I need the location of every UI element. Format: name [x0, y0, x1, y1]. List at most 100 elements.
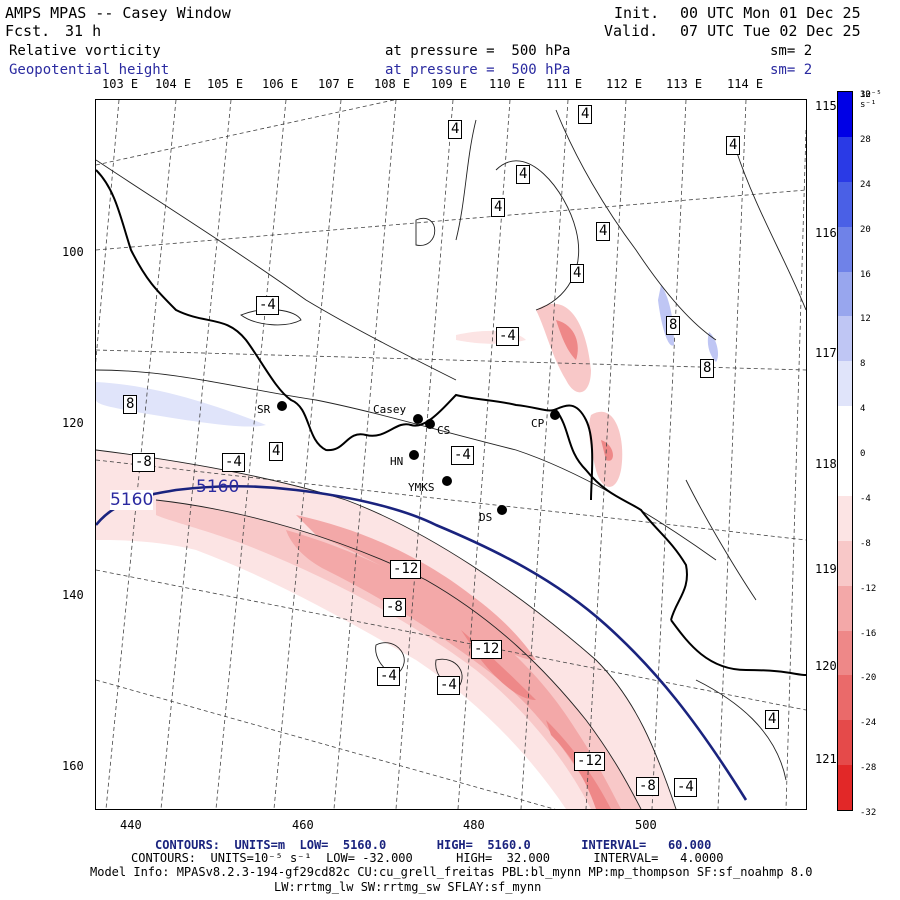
model-info: Model Info: MPASv8.2.3-194-gf29cd82c CU:…	[90, 865, 813, 879]
colorbar-tick-label: -8	[860, 538, 871, 549]
contour-label: -12	[574, 752, 606, 771]
contour-label: 8	[700, 359, 715, 378]
lon-label: 103 E	[102, 77, 139, 91]
contour-label: -12	[471, 640, 503, 659]
valid-label: Valid.	[604, 22, 659, 40]
contour-label: -4	[222, 453, 245, 472]
station-marker-cp	[550, 410, 560, 420]
station-marker-casey	[413, 414, 423, 424]
station-label: Casey	[373, 403, 407, 416]
contour-label: 8	[666, 316, 681, 335]
contour-label: -4	[496, 327, 519, 346]
colorbar-tick-label: 8	[860, 359, 866, 370]
station-marker-ymks	[442, 476, 452, 486]
colorbar-unit: 10⁻⁵ s⁻¹	[860, 90, 882, 110]
lon-label: 114 E	[727, 77, 764, 91]
station-label: HN	[390, 455, 404, 468]
lon-label: 108 E	[374, 77, 411, 91]
colorbar-segment	[838, 181, 852, 227]
colorbar-segment	[838, 495, 852, 541]
coastline	[96, 169, 806, 676]
contour-label: 4	[596, 222, 611, 241]
valid-time: 07 UTC Tue 02 Dec 25	[680, 22, 861, 40]
vorticity-fill	[96, 285, 719, 809]
y-tick-label: 100	[62, 245, 84, 259]
colorbar-segment	[838, 540, 852, 586]
geopotential-height-5160-contour	[96, 484, 748, 801]
contour-label: -8	[636, 777, 659, 796]
colorbar-tick-label: 20	[860, 224, 871, 235]
x-tick-label: 500	[635, 818, 657, 832]
colorbar-segment	[838, 92, 852, 137]
colorbar-segment	[838, 316, 852, 362]
station-label: CS	[437, 424, 451, 437]
colorbar-tick-label: 0	[860, 449, 866, 459]
y-tick-label: 160	[62, 759, 84, 773]
contour-label: -4	[377, 667, 400, 686]
contour-label: -12	[390, 560, 422, 579]
lon-label: 109 E	[431, 77, 468, 91]
colorbar-tick-label: -24	[860, 718, 877, 729]
colorbar	[837, 91, 853, 811]
lon-label: 107 E	[318, 77, 355, 91]
station-marker-hn	[409, 450, 419, 460]
station-label: DS	[479, 511, 493, 524]
colorbar-tick-label: -20	[860, 673, 877, 684]
map-plot: SR Casey CS HN CP YMKS DS 4 4 4 4 4 4 4 …	[95, 99, 807, 810]
station-marker-ds	[497, 505, 507, 515]
vorticity-contours	[96, 109, 806, 809]
contour-label: -4	[674, 778, 697, 797]
colorbar-tick-label: -4	[860, 493, 871, 504]
station-marker-cs	[425, 419, 435, 429]
y-tick-label: 140	[62, 588, 84, 602]
contour-label: 4	[491, 198, 506, 217]
field2-name: Geopotential height	[9, 62, 170, 78]
contour-label: -4	[256, 296, 279, 315]
x-tick-label: 480	[463, 818, 485, 832]
model-title: AMPS MPAS -- Casey Window	[5, 4, 231, 22]
height-contour-label: 5160	[196, 477, 240, 497]
colorbar-segment	[838, 226, 852, 272]
latlon-grid	[96, 100, 806, 809]
contour-label: -4	[451, 446, 474, 465]
contour-label: 4	[726, 136, 741, 155]
x-tick-label: 460	[292, 818, 314, 832]
field1-level: at pressure = 500 hPa	[385, 43, 571, 59]
contour-label: 4	[448, 120, 463, 139]
station-label: CP	[531, 417, 545, 430]
station-marker-sr	[277, 401, 287, 411]
lon-label: 113 E	[666, 77, 703, 91]
colorbar-tick-label: 16	[860, 269, 871, 280]
colorbar-segment	[838, 675, 852, 721]
map-canvas	[96, 100, 806, 809]
colorbar-segment	[838, 585, 852, 631]
colorbar-tick-label: 32	[860, 90, 871, 100]
y-tick-label: 120	[62, 416, 84, 430]
station-label: YMKS	[408, 481, 435, 494]
contour-label: 4	[516, 165, 531, 184]
colorbar-segment	[838, 765, 852, 810]
model-info-physics: LW:rrtmg_lw SW:rrtmg_sw SFLAY:sf_mynn	[274, 880, 542, 894]
colorbar-segment	[838, 720, 852, 766]
contour-label: 4	[269, 442, 284, 461]
field2-smoothing: sm= 2	[770, 62, 813, 78]
contour-label: -4	[437, 676, 460, 695]
colorbar-segment	[838, 361, 852, 407]
contour-label: 8	[123, 395, 138, 414]
colorbar-tick-label: 4	[860, 404, 866, 415]
colorbar-tick-label: 28	[860, 134, 871, 145]
colorbar-tick-label: -32	[860, 808, 877, 818]
contour-label: 4	[578, 105, 593, 124]
height-contour-label: 5160	[110, 490, 154, 510]
forecast-hours: 31 h	[65, 22, 102, 40]
station-markers	[277, 401, 560, 515]
station-label: SR	[257, 403, 271, 416]
field1-name: Relative vorticity	[9, 43, 161, 59]
colorbar-tick-label: 12	[860, 314, 871, 325]
lon-label: 111 E	[546, 77, 583, 91]
lon-label: 112 E	[606, 77, 643, 91]
init-time: 00 UTC Mon 01 Dec 25	[680, 4, 861, 22]
x-tick-label: 440	[120, 818, 142, 832]
lon-label: 104 E	[155, 77, 192, 91]
colorbar-tick-label: 24	[860, 179, 871, 190]
